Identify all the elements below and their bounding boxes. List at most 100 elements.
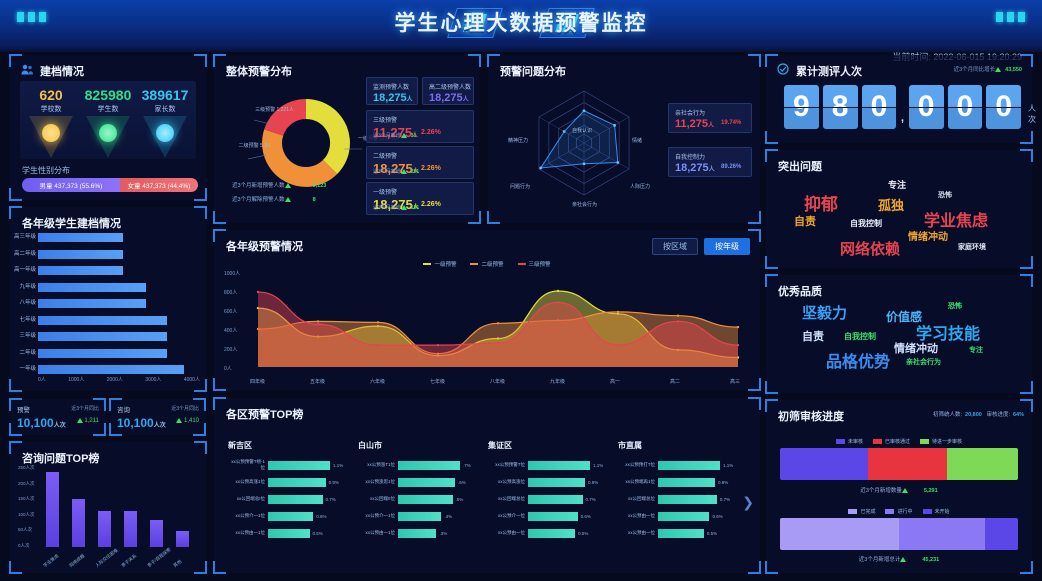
funnel-shape (29, 116, 73, 158)
header-dots-left (17, 12, 46, 22)
consult-bar (150, 520, 163, 547)
axis-tick: 200人次 (18, 480, 35, 486)
region-row-bar (528, 511, 578, 521)
legend-label: 待进一步审核 (932, 439, 963, 445)
word-cloud-term[interactable]: 学业焦虑 (924, 213, 989, 230)
legend-swatch-icon (423, 263, 432, 265)
word-cloud-term[interactable]: 恐怖 (948, 303, 962, 310)
word-cloud-term[interactable]: 家庭环境 (958, 244, 986, 251)
region-row-bar (268, 460, 330, 470)
grade-bar-fill (38, 249, 123, 259)
chevron-right-icon[interactable]: ❯ (742, 494, 754, 510)
region-row: xx公预由一1位 .3% (358, 528, 476, 538)
region-row-label: xx公预由一位 (628, 513, 655, 518)
word-cloud-term[interactable]: 情绪冲动 (908, 232, 948, 243)
page-title: 学生心理大数据预警监控 (394, 12, 648, 35)
funnel-shape (143, 116, 187, 158)
donut-foot-added: 近3个月新增预警人数 5,123 (232, 183, 327, 189)
word-cloud-term[interactable]: 孤独 (878, 198, 905, 213)
region-row-bar (398, 494, 453, 504)
counter-digit: 0 (947, 85, 983, 129)
legend-item: 已完成 (848, 508, 875, 515)
counter-digit: 0 (861, 85, 897, 129)
counter-digit: 9 (784, 85, 819, 129)
region-row-pct: 1.1% (333, 462, 344, 468)
region-row-pct: 0.9% (588, 479, 599, 485)
axis-tick: 50人次 (18, 527, 33, 533)
word-cloud-term[interactable]: 价值感 (886, 310, 923, 324)
radar-chart (538, 90, 630, 196)
consult-bar-label: 学业焦虑 (42, 553, 60, 569)
region-row: xx公预介一1位 0.6% (228, 511, 346, 521)
stat-card-students: 825980 学生数 (79, 87, 137, 158)
counter-unit: 人次 (1028, 104, 1037, 124)
region-name: 白山市 (358, 441, 382, 450)
radar-axis-label: 亲社会行为 (572, 202, 598, 208)
region-row-bar (658, 528, 704, 538)
grade-bar-label: 高三年级 (13, 234, 36, 240)
word-cloud-term[interactable]: 坚毅力 (802, 305, 848, 322)
grade-bar-row: 八年级 (19, 299, 147, 308)
axis-tick: 四年级 (250, 379, 266, 385)
word-cloud-term[interactable]: 自我控制 (844, 332, 876, 341)
word-cloud-term[interactable]: 网络依赖 (840, 241, 901, 258)
counter-digit: 8 (822, 85, 858, 129)
toggle-by-grade[interactable]: 按年级 (704, 238, 750, 255)
grade-bar-label: 三年级 (19, 333, 36, 339)
up-arrow-icon (176, 418, 183, 423)
region-row-bar (658, 511, 710, 521)
grade-bar-label: 九年级 (19, 283, 36, 290)
region-row-bar (268, 477, 326, 487)
grade-bar-row: 高一年级 (14, 266, 123, 275)
region-row-label: xx公回端总位 (628, 496, 655, 501)
region-row-bar (268, 528, 310, 538)
legend-swatch-icon (885, 509, 895, 514)
word-cloud-term[interactable]: 专注 (888, 180, 907, 190)
word-cloud-term[interactable]: 恐怖 (938, 192, 952, 199)
mini-card-delta: 1,410 (183, 418, 199, 425)
word-cloud-term[interactable]: 情绪冲动 (894, 343, 938, 355)
legend-label: 已完成 (860, 509, 876, 515)
counter-digit: 0 (986, 85, 1022, 129)
axis-tick: 3000人 (145, 377, 162, 383)
counter-separator: , (900, 108, 905, 125)
word-cloud-term[interactable]: 自责 (794, 216, 816, 228)
word-cloud-term[interactable]: 抑郁 (804, 195, 838, 214)
word-cloud-term[interactable]: 亲社会行为 (906, 359, 941, 366)
region-row: xx公预由一1位 0.5% (228, 528, 346, 538)
region-row-bar (398, 528, 437, 538)
word-cloud-term[interactable]: 品格优势 (826, 354, 891, 371)
panel-title: 累计测评人次 (796, 66, 862, 78)
consult-bar (176, 530, 189, 547)
legend-swatch-icon (835, 439, 845, 444)
axis-tick: 800人 (224, 290, 238, 296)
stat-value: 620 (39, 87, 63, 103)
legend-swatch-icon (848, 509, 858, 514)
mini-card-delta: 1,211 (84, 418, 99, 425)
donut-label-level2: 二级预警 5,3人 (238, 143, 272, 149)
region-row-bar (528, 494, 583, 504)
region-row: xx公预涨思1位 .6% (358, 477, 476, 487)
axis-tick: 高三 (730, 379, 741, 385)
region-row-label: xx公预高涨1位 (235, 479, 265, 484)
region-row-label: xx公预介一1位 (365, 513, 395, 518)
region-name: 集证区 (488, 441, 512, 450)
legend-item: 未审核 (835, 438, 863, 445)
axis-tick: 100人次 (18, 511, 35, 517)
region-row-pct: 1.1% (723, 462, 734, 468)
region-row-bar (268, 511, 314, 521)
grade-bar-label: 七年级 (19, 316, 36, 323)
stat-box-level1: 一级预警 18,275人 2.26% 近3个月新增 151 (366, 182, 474, 215)
word-cloud-term[interactable]: 专注 (969, 347, 983, 354)
mini-card-unit: 人次 (153, 423, 166, 429)
axis-tick: 八年级 (490, 379, 506, 385)
region-row-pct: 0.6% (316, 513, 327, 519)
legend-swatch-icon (872, 439, 882, 444)
word-cloud-term[interactable]: 自责 (802, 331, 824, 343)
word-cloud-term[interactable]: 学习技能 (916, 326, 981, 343)
region-row: xx公预介一位 0.6% (488, 511, 606, 521)
toggle-by-region[interactable]: 按区域 (652, 238, 698, 255)
word-cloud-term[interactable]: 自我控制 (850, 219, 882, 228)
region-row-label: xx公预预警T榜-1位 (231, 459, 265, 470)
mini-card-unit: 人次 (53, 423, 66, 429)
